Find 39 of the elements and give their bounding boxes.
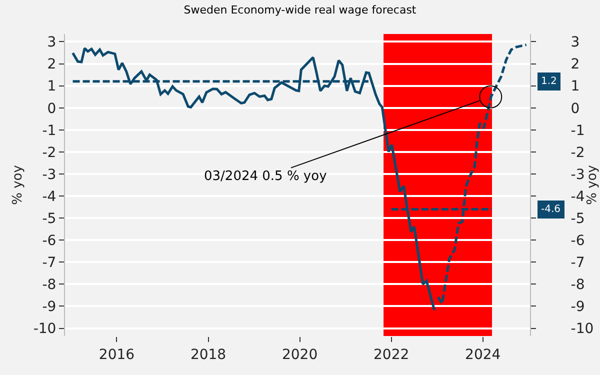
annotation: 03/2024 0.5 % yoy	[204, 169, 328, 184]
y2-tick-label: 2	[570, 56, 580, 73]
y-tick-label: -6	[42, 233, 56, 250]
y-axis-title: % yoy	[10, 164, 26, 205]
y2-tick-label: -9	[570, 299, 585, 316]
y2-tick-label: -3	[570, 166, 585, 183]
x-tick-label: 2020	[282, 346, 318, 363]
x-tick-label: 2016	[98, 346, 135, 363]
y-tick-label: -8	[42, 277, 56, 294]
y2-tick-label: -10	[570, 321, 594, 338]
y2-tick-label: -5	[570, 210, 585, 227]
y-tick-label: -1	[42, 122, 56, 139]
y2-tick-label: -6	[570, 233, 585, 250]
y-tick-label: -2	[42, 144, 56, 161]
y2-tick-label: 0	[570, 100, 580, 117]
y-tick-label: 1	[47, 78, 56, 95]
y-tick-label: -9	[42, 299, 56, 316]
y-tick-label: -3	[42, 166, 56, 183]
x-tick-label: 2024	[465, 346, 501, 363]
chart-title: Sweden Economy-wide real wage forecast	[184, 3, 417, 16]
y2-tick-label: -7	[570, 255, 585, 272]
y-tick-label: -10	[33, 321, 56, 338]
text: -4.6	[541, 204, 561, 215]
y-tick-label: 3	[47, 34, 56, 51]
text: 1.2	[541, 76, 557, 87]
y2-tick-label: -1	[570, 122, 585, 139]
y2-tick-label: 1	[570, 78, 580, 95]
y2-axis-title: % yoy	[585, 164, 600, 205]
x-tick-label: 2022	[374, 346, 410, 363]
y-tick-label: 0	[47, 100, 56, 117]
y2-tick-label: 3	[570, 34, 580, 51]
x-tick-label: 2018	[190, 346, 226, 363]
y-tick-label: -4	[42, 188, 56, 205]
y-tick-label: -5	[42, 210, 56, 227]
y2-tick-label: -8	[570, 277, 585, 294]
y2-tick-label: -4	[570, 188, 585, 205]
y-tick-label: 2	[47, 56, 56, 73]
y-tick-label: -7	[42, 255, 56, 272]
y2-tick-label: -2	[570, 144, 585, 161]
